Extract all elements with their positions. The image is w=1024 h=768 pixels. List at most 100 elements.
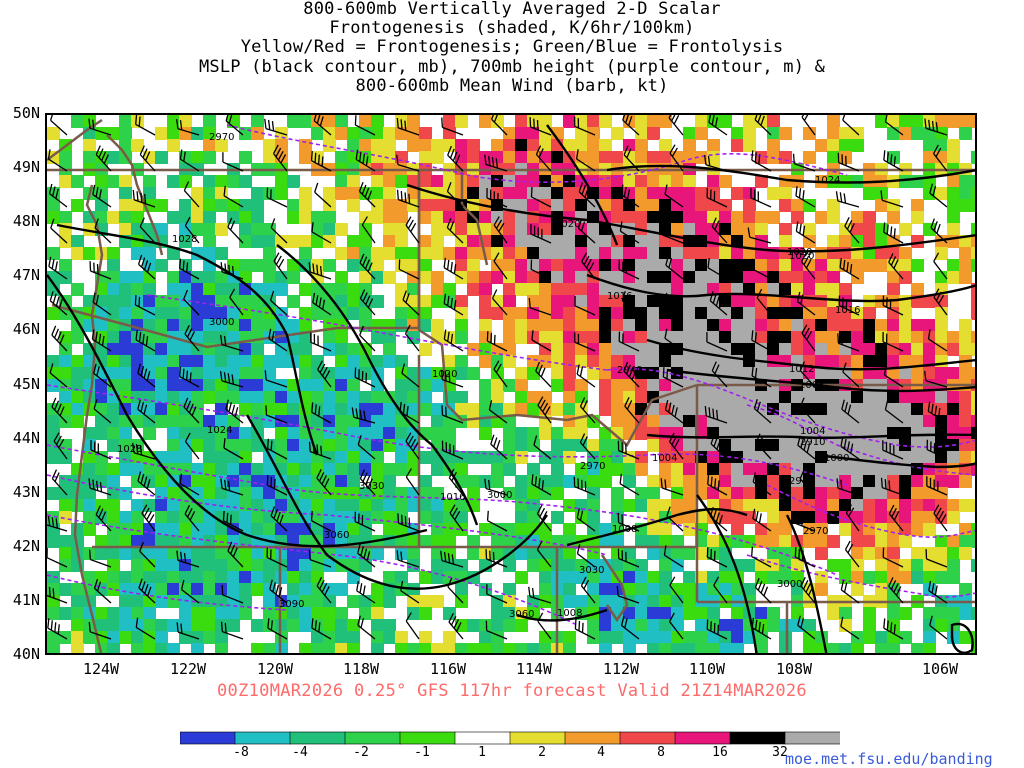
- shading-cell: [479, 343, 492, 356]
- shading-cell: [263, 355, 276, 368]
- barb-shaft: [842, 119, 860, 136]
- shading-cell: [815, 475, 828, 488]
- shading-cell: [143, 595, 156, 608]
- shading-cell: [203, 523, 216, 536]
- shading-cell: [551, 187, 564, 200]
- barb-flag: [270, 218, 276, 228]
- colorbar-cell: [180, 731, 236, 745]
- barb-flag: [317, 360, 323, 370]
- barb-shaft: [93, 408, 112, 424]
- barb-shaft: [185, 441, 200, 460]
- shading-cell: [539, 391, 552, 404]
- shading-cell: [707, 583, 720, 596]
- shading-cell: [935, 331, 948, 344]
- shading-cell: [575, 499, 588, 512]
- barb-flag: [232, 547, 238, 558]
- shading-cell: [47, 607, 60, 620]
- shading-cell: [251, 643, 264, 653]
- barb-flag: [716, 409, 719, 420]
- shading-cell: [659, 571, 672, 584]
- shading-cell: [191, 319, 204, 332]
- barb-shaft: [885, 409, 904, 424]
- shading-cell: [731, 331, 744, 344]
- shading-cell: [875, 535, 888, 548]
- height-label: 2940: [789, 476, 814, 487]
- barb-flag: [754, 115, 760, 120]
- shading-cell: [635, 463, 648, 476]
- wind-barb: [440, 550, 464, 568]
- barb-flag: [488, 400, 493, 410]
- barb-flag: [90, 440, 92, 450]
- shading-cell: [959, 499, 972, 512]
- barb-flag: [754, 332, 757, 343]
- barb-flag: [310, 510, 313, 521]
- shading-cell: [611, 259, 624, 272]
- shading-cell: [683, 499, 696, 512]
- wind-barb: [272, 144, 288, 172]
- shading-cell: [203, 199, 216, 212]
- shading-cell: [47, 439, 60, 452]
- shading-cell: [515, 127, 528, 140]
- shading-cell: [731, 295, 744, 308]
- shading-cell: [467, 367, 480, 380]
- shading-cell: [539, 451, 552, 464]
- shading-cell: [911, 403, 924, 416]
- shading-cell: [863, 319, 876, 332]
- wind-barb: [132, 190, 156, 208]
- shading-cell: [503, 151, 516, 164]
- shading-cell: [743, 415, 756, 428]
- wind-barb: [273, 252, 288, 280]
- shading-cell: [419, 175, 432, 188]
- shading-cell: [131, 571, 144, 584]
- wind-barb: [664, 292, 684, 316]
- wind-barb: [836, 478, 860, 496]
- barb-flag: [934, 585, 938, 596]
- shading-cell: [167, 211, 180, 224]
- shading-cell: [599, 187, 612, 200]
- shading-cell: [731, 475, 744, 488]
- shading-cell: [479, 391, 492, 404]
- shading-cell: [923, 187, 936, 200]
- barb-flag: [843, 193, 847, 204]
- shading-cell: [563, 319, 576, 332]
- shading-cell: [479, 187, 492, 200]
- shading-cell: [107, 487, 120, 500]
- credit-link[interactable]: moe.met.fsu.edu/banding: [785, 750, 993, 768]
- shading-cell: [815, 355, 828, 368]
- barb-flag: [935, 507, 942, 517]
- barb-flag: [448, 612, 454, 623]
- shading-cell: [287, 295, 300, 308]
- shading-cell: [155, 643, 168, 653]
- shading-cell: [371, 175, 384, 188]
- shading-cell: [299, 547, 312, 560]
- shading-cell: [263, 223, 276, 236]
- shading-cell: [215, 559, 228, 572]
- shading-cell: [119, 571, 132, 584]
- barb-flag: [361, 184, 367, 195]
- shading-cell: [731, 307, 744, 320]
- wind-barb: [400, 580, 420, 604]
- barb-flag: [362, 292, 368, 302]
- barb-flag: [890, 226, 893, 237]
- shading-cell: [791, 607, 804, 620]
- shading-cell: [71, 355, 84, 368]
- shading-cell: [899, 223, 912, 236]
- barb-flag: [445, 406, 447, 417]
- shading-cell: [431, 151, 444, 164]
- barb-flag: [803, 327, 810, 337]
- shading-cell: [635, 115, 648, 128]
- shading-cell: [275, 331, 288, 344]
- barb-flag: [882, 440, 884, 451]
- shading-cell: [95, 187, 108, 200]
- shading-cell: [215, 139, 228, 152]
- shading-cell: [743, 451, 756, 464]
- shading-cell: [827, 343, 840, 356]
- wind-barb: [754, 115, 772, 136]
- shading-cell: [503, 139, 516, 152]
- shading-cell: [47, 631, 60, 644]
- barb-flag: [579, 510, 584, 521]
- shading-cell: [899, 259, 912, 272]
- shading-cell: [635, 331, 648, 344]
- wind-barb: [266, 438, 288, 460]
- barb-flag: [98, 333, 102, 344]
